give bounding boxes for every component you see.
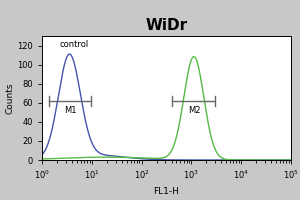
Text: M1: M1 — [64, 106, 76, 115]
Text: control: control — [59, 40, 89, 49]
Title: WiDr: WiDr — [146, 18, 188, 33]
Text: M2: M2 — [188, 106, 200, 115]
Y-axis label: Counts: Counts — [5, 82, 14, 114]
X-axis label: FL1-H: FL1-H — [154, 187, 179, 196]
